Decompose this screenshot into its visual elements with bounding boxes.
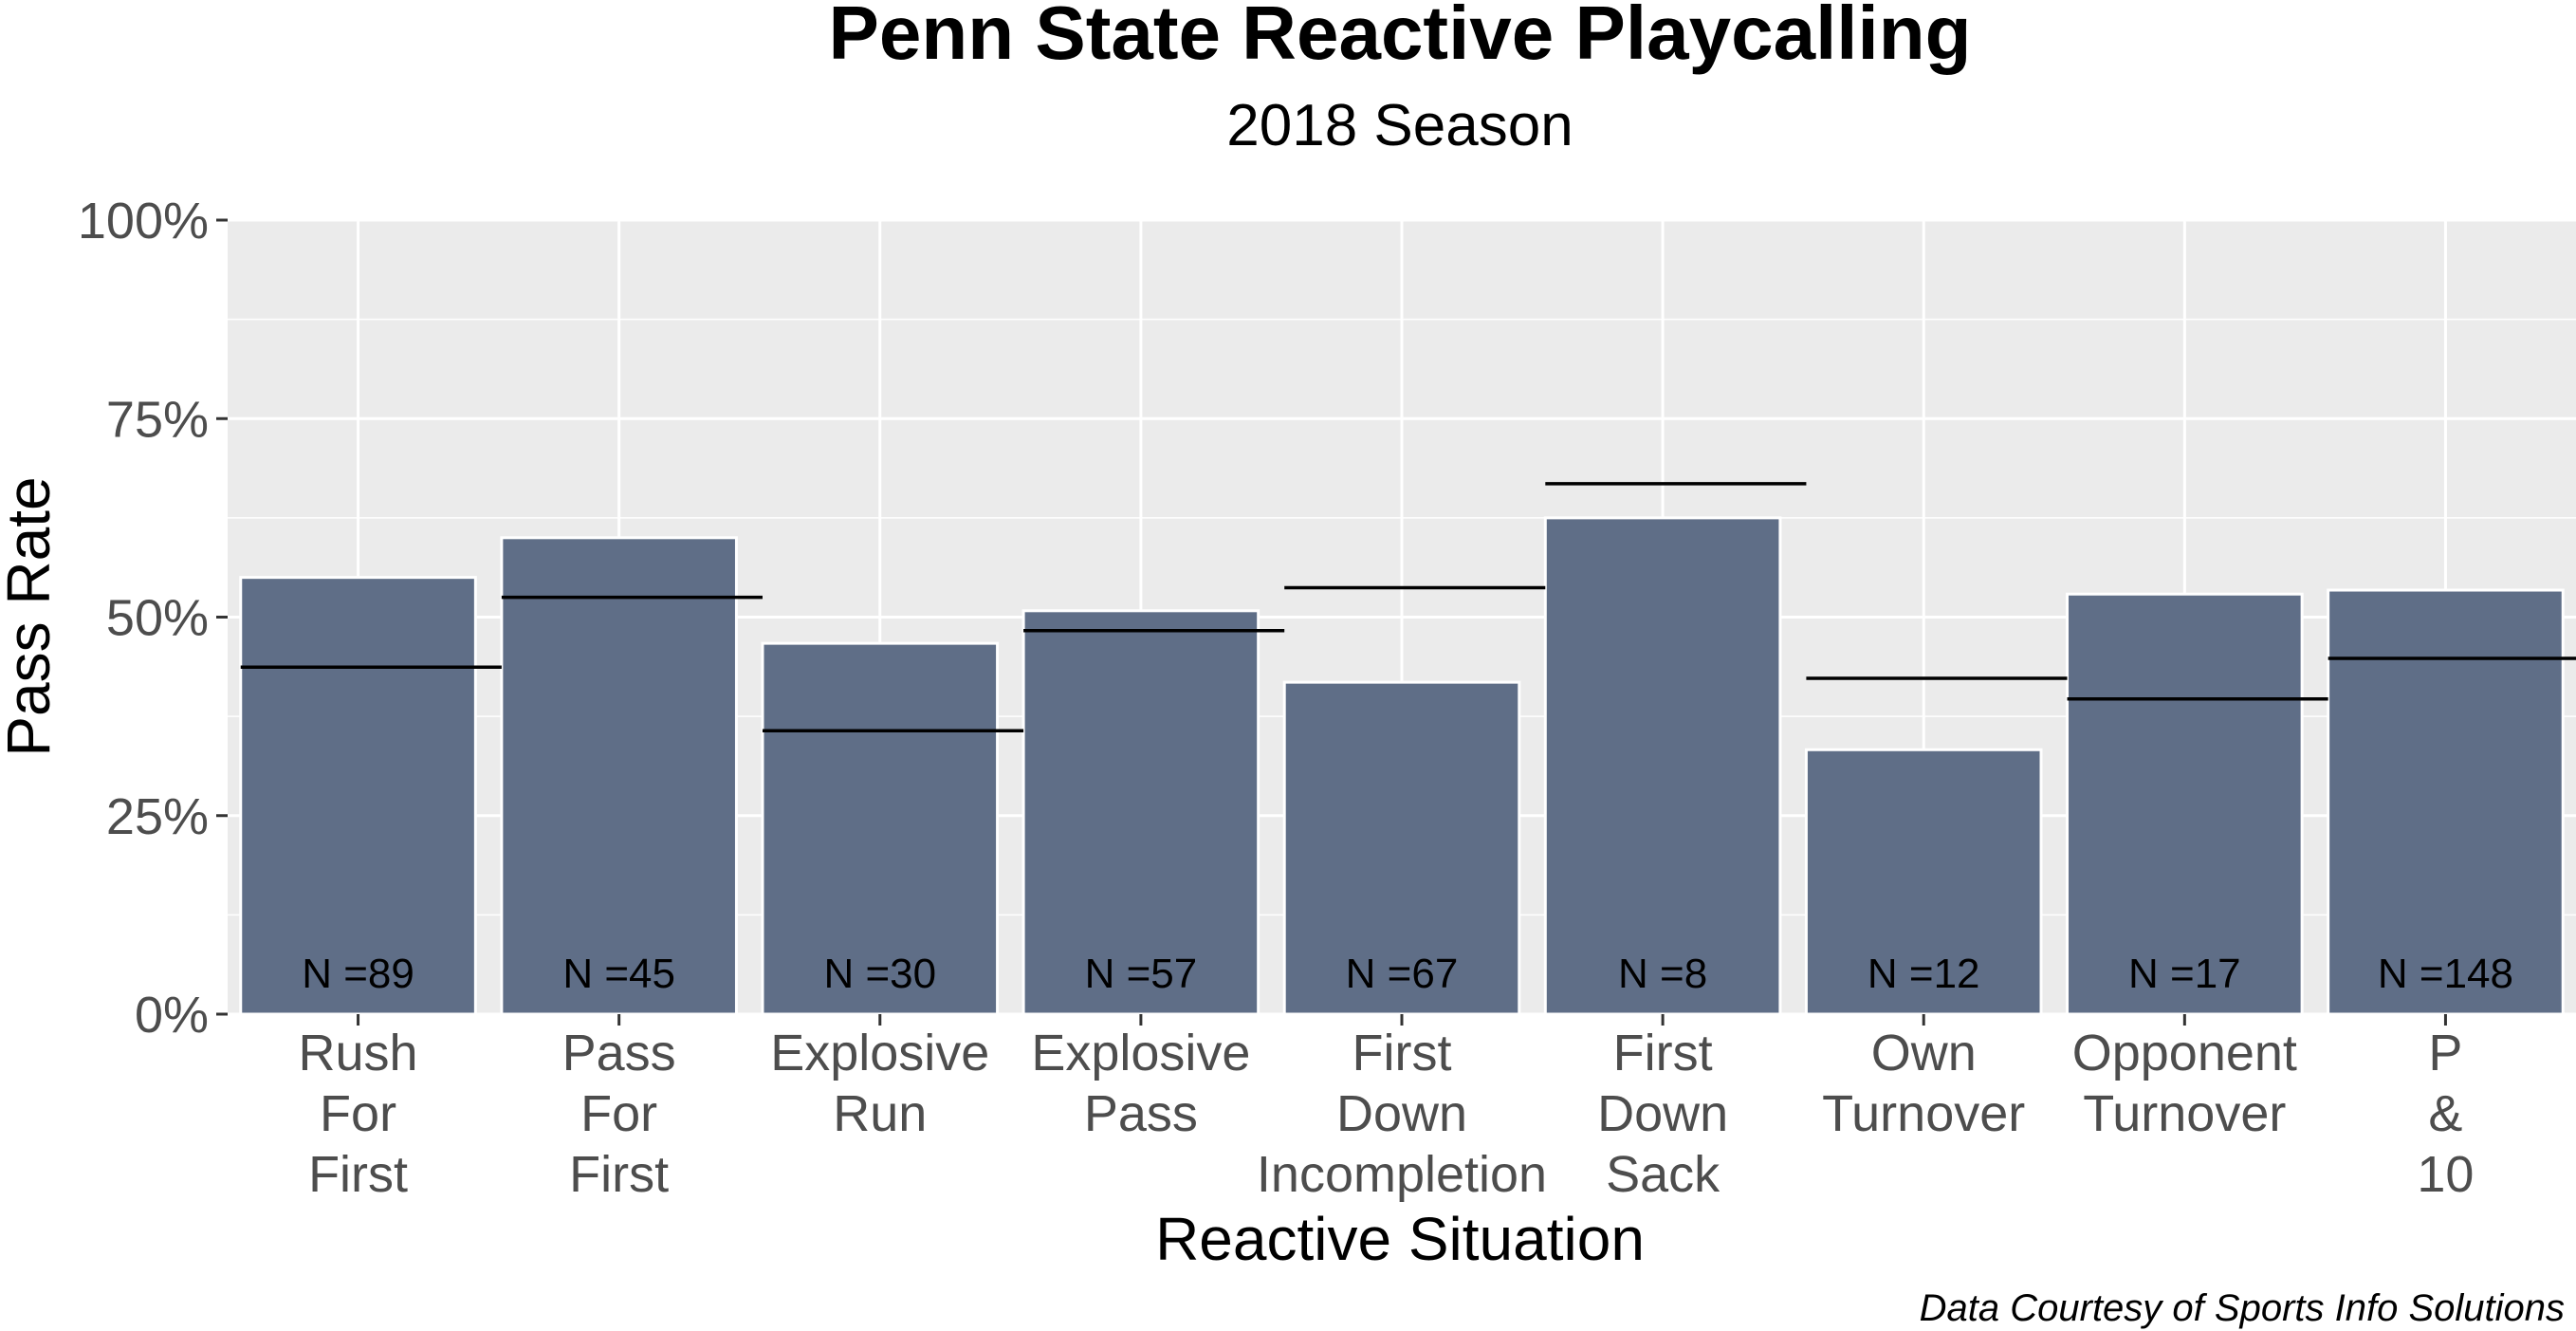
- bar: [761, 641, 1000, 1016]
- x-tick-label-line: Pass: [562, 1025, 676, 1081]
- x-tick-label-line: First: [569, 1146, 669, 1203]
- x-tick-label-line: Sack: [1606, 1146, 1720, 1203]
- x-tick-label-line: &: [2428, 1085, 2462, 1142]
- x-tick-label-line: Rush: [299, 1025, 418, 1081]
- x-tick-label-line: Pass: [1084, 1085, 1198, 1142]
- x-tick-label: P & 10: [2417, 1025, 2474, 1203]
- x-tick-label-line: First: [308, 1146, 408, 1203]
- x-tick-label: Rush For First: [299, 1025, 418, 1203]
- bar: [1282, 680, 1521, 1016]
- reference-lines: [240, 482, 2576, 732]
- x-tick-label-line: For: [580, 1085, 657, 1142]
- x-tick-label-line: P: [2428, 1025, 2462, 1081]
- x-tick-label-line: 10: [2417, 1146, 2474, 1203]
- x-tick-label-line: Explosive: [1031, 1025, 1250, 1081]
- y-tick-label: 100%: [78, 193, 209, 250]
- x-tick-label-line: Explosive: [770, 1025, 989, 1081]
- n-label: N =45: [562, 951, 675, 997]
- n-label: N =148: [2378, 951, 2513, 997]
- y-tick-label: 50%: [106, 590, 209, 647]
- x-tick-label: Opponent Turnover: [2072, 1025, 2297, 1142]
- bars: [239, 516, 2565, 1016]
- x-tick-label-line: For: [320, 1085, 396, 1142]
- x-tick-label: Pass For First: [562, 1025, 676, 1203]
- n-labels: N =89 N =45 N =30 N =57 N =67 N =8 N =12 N =17 N…: [302, 951, 2513, 997]
- n-label: N =57: [1085, 951, 1198, 997]
- y-tick-label: 0%: [135, 987, 209, 1044]
- chart-subtitle: 2018 Season: [1226, 93, 1573, 158]
- x-tick-label-line: Turnover: [1822, 1085, 2025, 1142]
- x-tick-label: First Down Sack: [1597, 1025, 1728, 1203]
- x-tick-label-line: Incompletion: [1257, 1146, 1547, 1203]
- bar: [2066, 592, 2304, 1016]
- x-tick-label-line: First: [1613, 1025, 1713, 1081]
- x-tick-label: Explosive Run: [770, 1025, 989, 1142]
- x-tick-label-line: Down: [1597, 1085, 1728, 1142]
- n-label: N =30: [823, 951, 936, 997]
- bar: [500, 536, 738, 1016]
- y-tick-label: 75%: [106, 391, 209, 448]
- x-tick-label: First Down Incompletion: [1257, 1025, 1547, 1203]
- y-axis-title: Pass Rate: [0, 476, 63, 756]
- n-label: N =67: [1346, 951, 1459, 997]
- n-label: N =12: [1868, 951, 1980, 997]
- bar: [1021, 609, 1260, 1016]
- x-tick-label: Own Turnover: [1822, 1025, 2025, 1142]
- x-tick-label-line: First: [1352, 1025, 1452, 1081]
- bar: [1543, 516, 1782, 1016]
- n-label: N =8: [1618, 951, 1707, 997]
- x-axis-title: Reactive Situation: [1155, 1205, 1645, 1273]
- x-tick-label: Explosive Pass: [1031, 1025, 1250, 1142]
- bar: [239, 576, 477, 1016]
- x-tick-label-line: Down: [1336, 1085, 1467, 1142]
- x-tick-label-line: Opponent: [2072, 1025, 2297, 1081]
- bar: [2327, 588, 2565, 1016]
- x-tick-label-line: Own: [1871, 1025, 1977, 1081]
- n-label: N =89: [302, 951, 414, 997]
- n-label: N =17: [2128, 951, 2241, 997]
- x-tick-label-line: Turnover: [2083, 1085, 2286, 1142]
- caption: Data Courtesy of Sports Info Solutions: [1920, 1287, 2565, 1329]
- bar: [1804, 748, 2043, 1016]
- chart-title: Penn State Reactive Playcalling: [829, 0, 1972, 75]
- x-tick-label-line: Run: [833, 1085, 927, 1142]
- y-axis: 0% 25% 50% 75% 100%: [78, 193, 228, 1044]
- y-tick-label: 25%: [106, 788, 209, 845]
